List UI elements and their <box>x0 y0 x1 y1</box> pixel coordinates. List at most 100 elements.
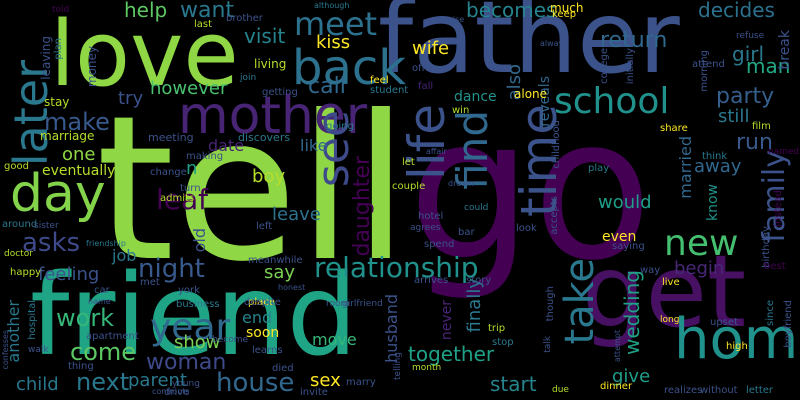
cloud-word: affair <box>426 147 447 156</box>
cloud-word: break <box>777 30 793 70</box>
cloud-word: hospital <box>27 300 38 340</box>
cloud-word: living <box>254 57 287 71</box>
cloud-word: story <box>466 275 492 286</box>
cloud-word: child <box>16 374 59 395</box>
cloud-word: girlfriend <box>342 299 383 309</box>
cloud-word: last <box>194 19 213 30</box>
cloud-word: letter <box>746 385 774 396</box>
cloud-word: doctor <box>4 249 33 259</box>
cloud-word: try <box>118 88 144 109</box>
cloud-word: tell <box>96 73 409 306</box>
cloud-word: day <box>10 164 106 224</box>
cloud-word: dream <box>448 179 474 188</box>
cloud-word: way <box>640 265 661 276</box>
cloud-word: car <box>94 285 110 296</box>
cloud-word: thing <box>68 361 94 372</box>
cloud-word: date <box>208 136 245 155</box>
cloud-word: bar <box>458 227 475 238</box>
cloud-word: wedding <box>620 270 644 355</box>
cloud-word: becomes <box>466 0 557 22</box>
cloud-word: end <box>242 308 273 327</box>
cloud-word: met <box>140 277 160 288</box>
cloud-word: despite <box>244 297 281 308</box>
cloud-word: boyfriend <box>783 300 794 348</box>
cloud-word: go <box>408 76 653 304</box>
cloud-word: attempt <box>613 330 622 363</box>
cloud-word: good <box>4 161 29 172</box>
cloud-word: never <box>439 300 455 341</box>
cloud-word: would <box>598 192 652 213</box>
cloud-word: meanwhile <box>248 255 303 266</box>
cloud-word: still <box>718 106 750 127</box>
cloud-word: return <box>600 28 668 53</box>
cloud-word: get <box>582 233 747 350</box>
cloud-word: film <box>752 121 771 132</box>
cloud-word: visit <box>244 24 286 48</box>
cloud-word: married <box>676 136 695 199</box>
cloud-word: year <box>150 307 231 348</box>
cloud-word: leaf <box>156 183 209 216</box>
cloud-word: morning <box>699 50 710 92</box>
cloud-word: leaving <box>39 36 53 80</box>
cloud-word: childhood <box>551 120 562 169</box>
cloud-word: trip <box>488 323 506 334</box>
cloud-word: like <box>300 136 328 155</box>
cloud-word: become <box>212 335 249 345</box>
cloud-word: asks <box>22 228 81 258</box>
cloud-word: saying <box>612 241 645 252</box>
cloud-word: father <box>378 0 680 96</box>
cloud-word: learns <box>252 345 283 356</box>
cloud-word: making <box>186 151 224 162</box>
cloud-word: feel <box>370 75 389 86</box>
cloud-word: stay <box>44 95 70 109</box>
cloud-word: young <box>172 379 200 389</box>
cloud-word: even <box>602 229 637 245</box>
cloud-word: eventually <box>42 163 116 179</box>
cloud-word: without <box>700 385 738 396</box>
cloud-word: relationship <box>314 251 479 284</box>
cloud-word: school <box>554 81 670 122</box>
cloud-word: arrives <box>414 275 449 286</box>
cloud-word: much <box>550 1 584 15</box>
cloud-word: keep <box>552 9 577 20</box>
cloud-word: attend <box>692 59 725 70</box>
cloud-word: alone <box>514 87 548 101</box>
cloud-word: sister <box>34 221 59 231</box>
cloud-word: home <box>674 307 800 372</box>
cloud-word: confesses <box>1 330 10 370</box>
cloud-word: daughter <box>350 156 375 257</box>
cloud-word: always <box>540 39 568 48</box>
cloud-word: meeting <box>148 131 194 144</box>
cloud-word: share <box>660 123 688 134</box>
cloud-word: instead <box>773 190 784 227</box>
cloud-word: look <box>516 223 537 234</box>
cloud-word: marry <box>346 377 376 388</box>
cloud-word: join <box>240 73 257 83</box>
cloud-word: although <box>314 1 350 10</box>
cloud-word: party <box>716 84 775 109</box>
cloud-word: college <box>599 48 610 84</box>
cloud-word: away <box>694 156 742 177</box>
cloud-word: room <box>326 299 350 309</box>
cloud-word: wife <box>412 38 450 59</box>
cloud-word: live <box>662 277 680 288</box>
cloud-word: name <box>88 297 111 306</box>
cloud-word: business <box>176 299 220 310</box>
cloud-word: accepts <box>549 196 560 235</box>
cloud-word: together <box>408 342 495 366</box>
cloud-word: since <box>765 300 776 326</box>
cloud-word: reveals <box>537 76 553 127</box>
cloud-word: however <box>150 78 228 99</box>
cloud-word: long <box>660 315 680 325</box>
cloud-word: old <box>190 228 209 253</box>
cloud-word: hotel <box>418 211 444 222</box>
cloud-word: show <box>174 332 221 353</box>
cloud-word: run <box>736 130 773 155</box>
cloud-word: parent <box>128 370 188 391</box>
cloud-word: marriage <box>40 129 95 143</box>
cloud-word: change <box>150 167 187 178</box>
cloud-word: drive <box>164 387 190 398</box>
cloud-word: man <box>746 54 791 78</box>
cloud-word: begin <box>674 258 725 279</box>
cloud-word: night <box>138 254 205 284</box>
